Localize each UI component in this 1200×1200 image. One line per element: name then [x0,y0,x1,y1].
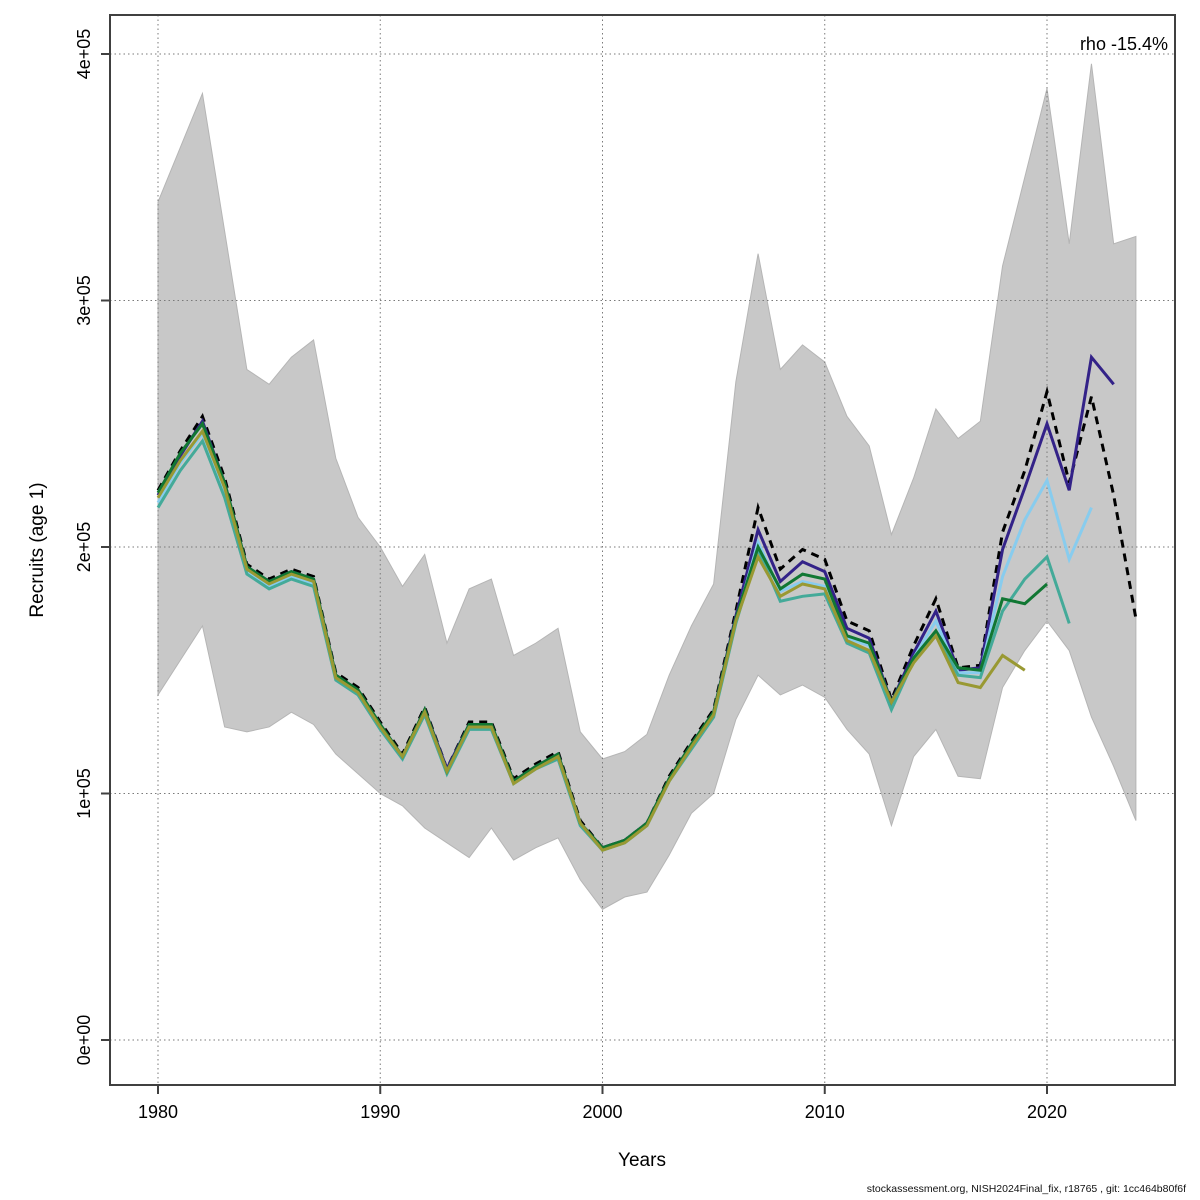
y-axis-title: Recruits (age 1) [27,482,48,618]
series-lines [156,353,1138,852]
x-tick-label: 1980 [138,1102,178,1122]
gridlines [110,15,1175,1085]
y-tick-label: 3e+05 [74,275,94,326]
x-tick-label: 2000 [582,1102,622,1122]
x-tick-label: 2020 [1027,1102,1067,1122]
confidence-band [157,63,1137,911]
confidence-band-group [157,63,1137,911]
axis-ticks [101,53,1048,1094]
rho-annotation: rho -15.4% [1079,34,1168,54]
footer-source-text: stockassessment.org, NISH2024Final_fix, … [866,1183,1186,1195]
x-tick-labels: 1980 1990 2000 2010 2020 [138,1102,1067,1122]
y-tick-labels: 0e+00 1e+05 2e+05 3e+05 4e+05 [74,29,94,1066]
x-axis-title: Years [618,1150,666,1171]
series-retro-peel-5 [156,428,1026,852]
y-tick-label: 1e+05 [74,768,94,819]
x-tick-label: 2010 [805,1102,845,1122]
y-tick-label: 4e+05 [74,29,94,80]
y-tick-label: 2e+05 [74,522,94,573]
y-tick-label: 0e+00 [74,1015,94,1066]
x-tick-label: 1990 [360,1102,400,1122]
plot-frame [109,14,1176,1086]
